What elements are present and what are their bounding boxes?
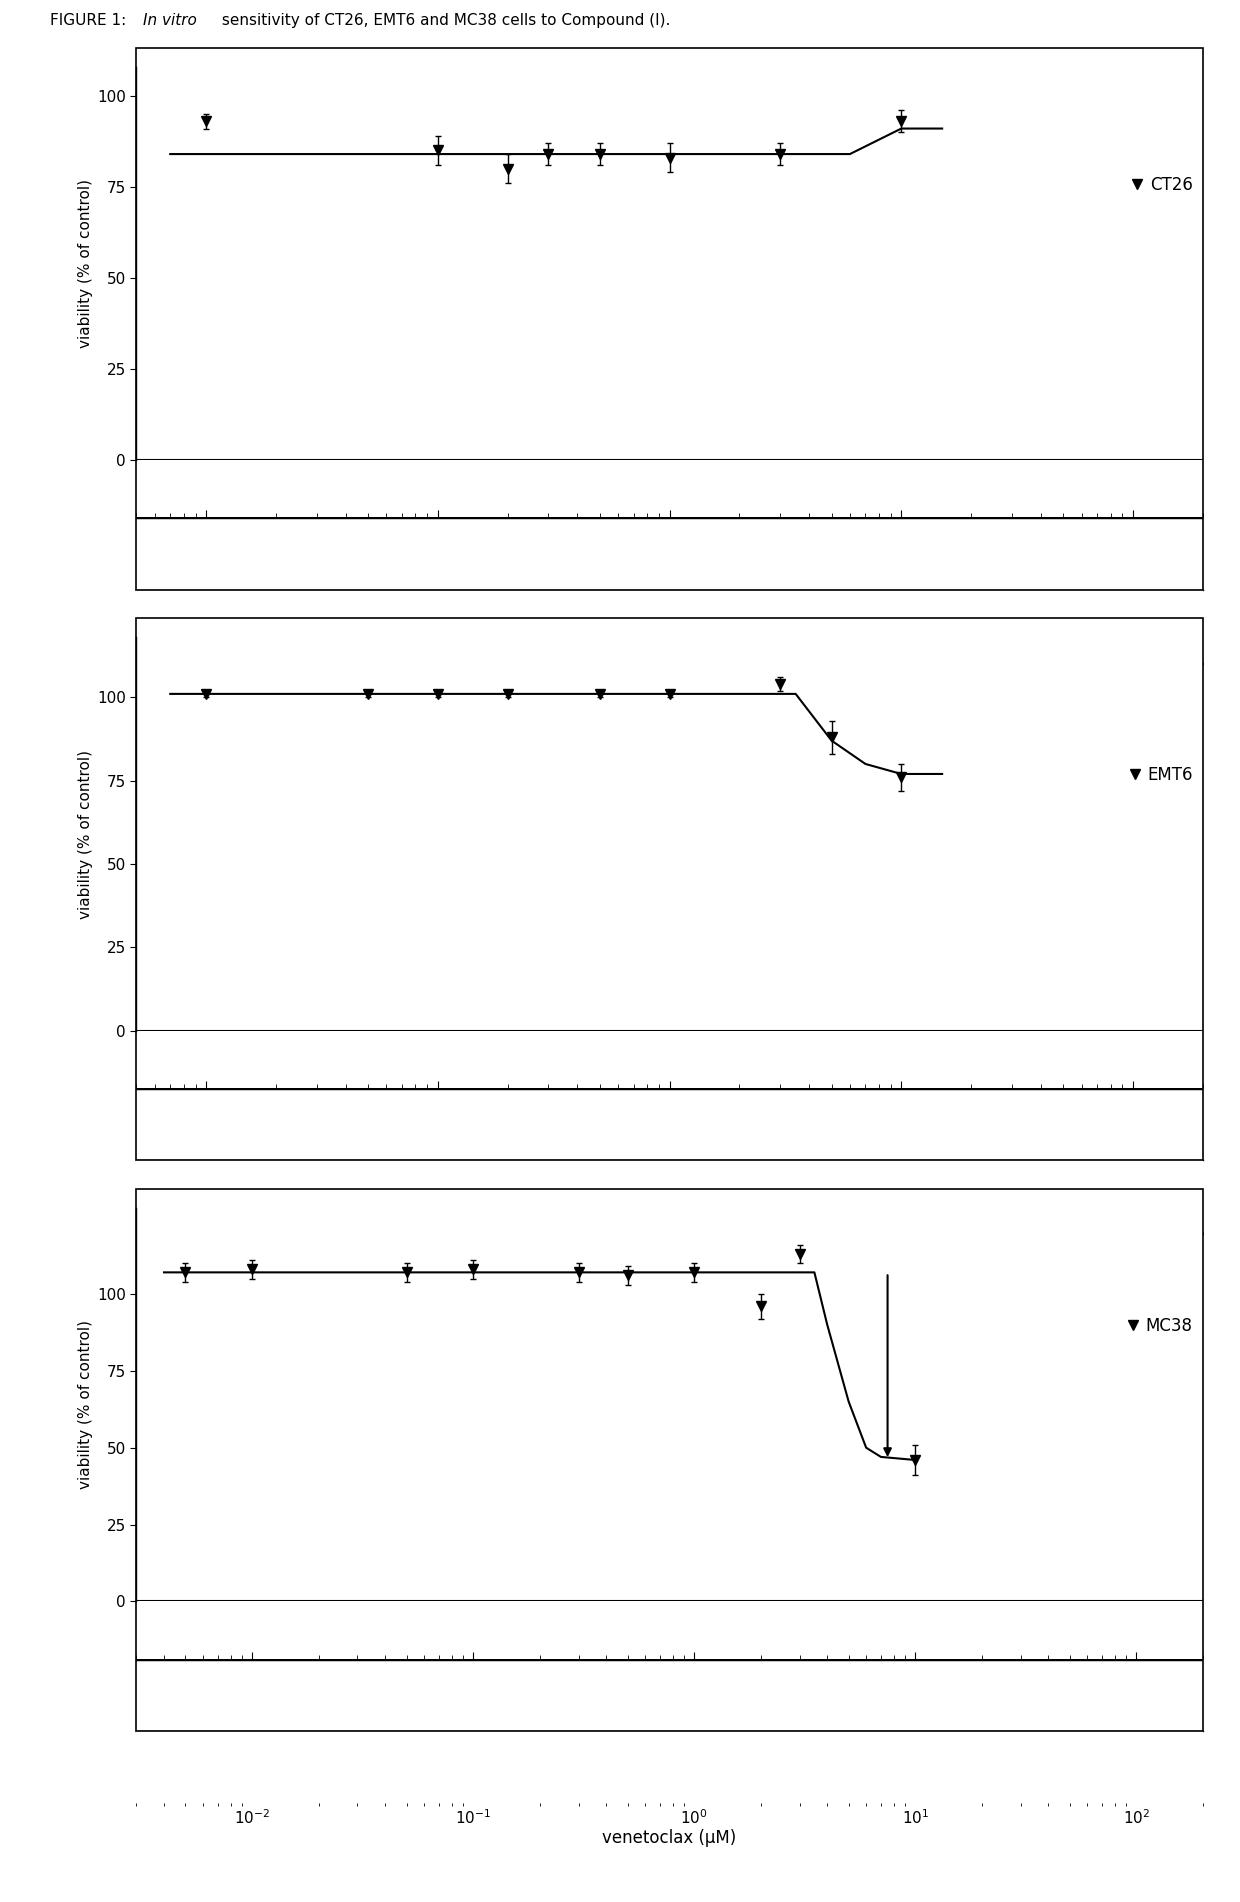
X-axis label: venetoclax (μM): venetoclax (μM): [603, 1830, 737, 1847]
Text: FIGURE 1:: FIGURE 1:: [50, 13, 135, 29]
Text: In vitro: In vitro: [143, 13, 196, 29]
Legend: CT26: CT26: [1127, 169, 1199, 200]
Legend: MC38: MC38: [1122, 1310, 1199, 1341]
Legend: EMT6: EMT6: [1123, 759, 1199, 791]
Y-axis label: viability (% of control): viability (% of control): [78, 1320, 93, 1489]
Y-axis label: viability (% of control): viability (% of control): [78, 179, 93, 348]
Text: sensitivity of CT26, EMT6 and MC38 cells to Compound (I).: sensitivity of CT26, EMT6 and MC38 cells…: [217, 13, 671, 29]
Y-axis label: viability (% of control): viability (% of control): [78, 749, 93, 919]
